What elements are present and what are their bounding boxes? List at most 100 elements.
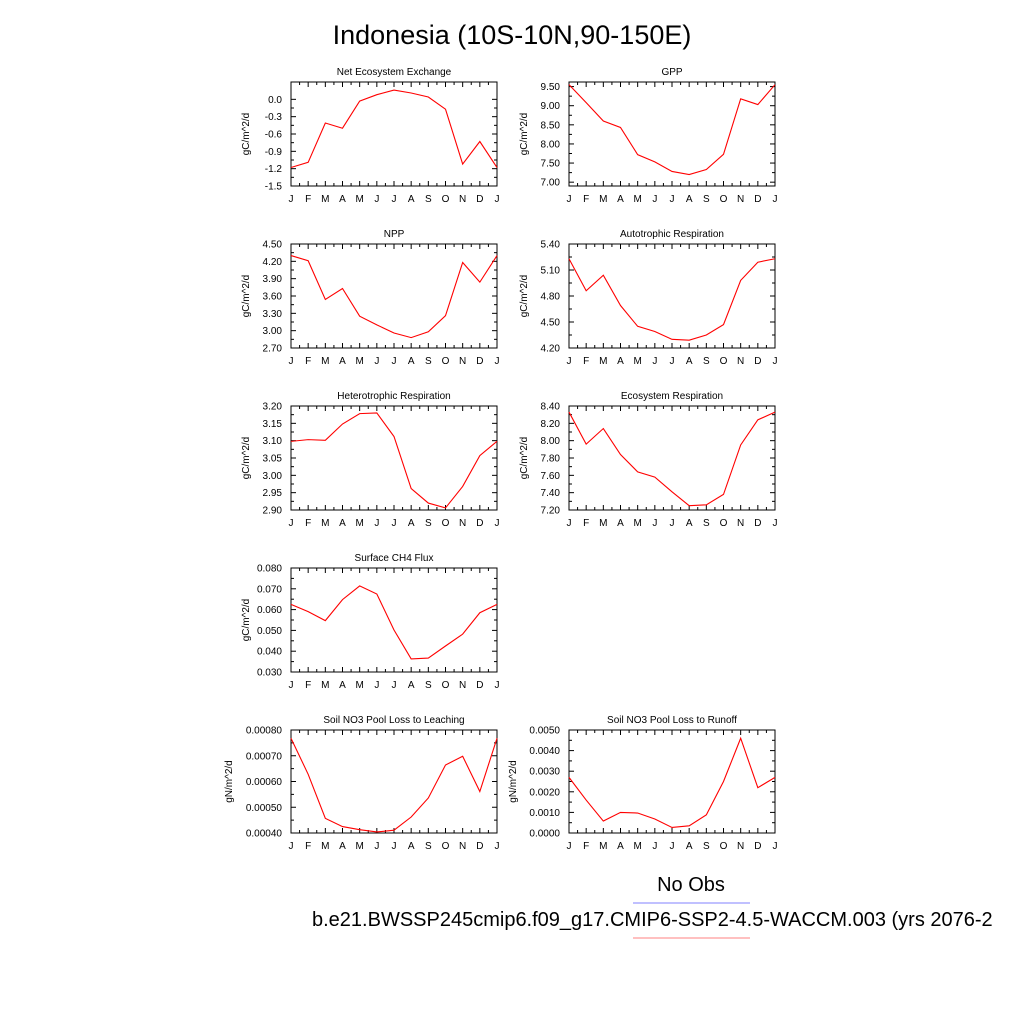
series-line-1: [290, 412, 498, 509]
y-tick-label: -0.9: [265, 147, 283, 158]
y-axis-label: gN/m^2/d: [224, 760, 235, 803]
x-tick-label: J: [670, 518, 675, 529]
y-tick-label: 8.50: [541, 120, 561, 131]
y-tick-label: 0.00080: [246, 726, 283, 737]
x-tick-label: N: [737, 194, 744, 205]
y-tick-label: 8.40: [541, 402, 561, 413]
plot-frame: [568, 81, 776, 187]
x-tick-label: A: [339, 194, 346, 205]
x-tick-label: J: [392, 518, 397, 529]
y-tick-label: 3.20: [263, 402, 283, 413]
y-axis-label: gC/m^2/d: [241, 599, 252, 642]
x-tick-label: N: [459, 841, 466, 852]
x-tick-label: M: [599, 841, 607, 852]
x-tick-label: S: [425, 680, 432, 691]
y-tick-label: 3.05: [263, 454, 283, 465]
panel-title: Soil NO3 Pool Loss to Leaching: [323, 715, 464, 726]
x-tick-label: A: [408, 194, 415, 205]
x-tick-label: J: [374, 518, 379, 529]
x-tick-label: M: [355, 518, 363, 529]
y-tick-label: 8.20: [541, 419, 561, 430]
x-tick-label: J: [392, 841, 397, 852]
y-tick-label: 0.040: [257, 647, 282, 658]
y-tick-label: 7.20: [541, 506, 561, 517]
y-tick-label: 0.080: [257, 564, 282, 575]
y-tick-label: -0.3: [265, 112, 283, 123]
y-tick-label: 7.50: [541, 159, 561, 170]
y-tick-label: 0.0030: [529, 767, 560, 778]
y-tick-label: 0.00060: [246, 777, 283, 788]
y-tick-label: 0.00040: [246, 829, 283, 840]
x-tick-label: O: [442, 680, 450, 691]
y-tick-label: 7.00: [541, 178, 561, 189]
x-tick-label: D: [476, 518, 483, 529]
y-tick-label: 9.50: [541, 82, 561, 93]
plot-frame: [290, 567, 498, 673]
y-axis-label: gC/m^2/d: [241, 437, 252, 480]
x-tick-label: A: [339, 841, 346, 852]
x-tick-label: S: [425, 356, 432, 367]
y-tick-label: 8.00: [541, 139, 561, 150]
y-tick-label: 7.60: [541, 471, 561, 482]
y-axis-label: gC/m^2/d: [519, 113, 530, 156]
x-tick-label: S: [425, 194, 432, 205]
y-tick-label: 7.80: [541, 454, 561, 465]
y-axis-label: gC/m^2/d: [241, 113, 252, 156]
x-tick-label: D: [754, 356, 761, 367]
x-tick-label: J: [670, 194, 675, 205]
x-tick-label: J: [652, 356, 657, 367]
x-tick-label: D: [754, 194, 761, 205]
y-axis-label: gC/m^2/d: [519, 437, 530, 480]
x-tick-label: J: [773, 518, 778, 529]
x-tick-label: M: [321, 194, 329, 205]
x-tick-label: J: [392, 680, 397, 691]
y-tick-label: 4.80: [541, 292, 561, 303]
x-tick-label: F: [583, 356, 589, 367]
y-tick-label: 0.0020: [529, 787, 560, 798]
y-tick-label: 3.15: [263, 419, 283, 430]
y-tick-label: 3.00: [263, 471, 283, 482]
x-tick-label: J: [495, 194, 500, 205]
x-tick-label: J: [289, 518, 294, 529]
series-line-1: [568, 411, 776, 507]
series-line-1: [290, 255, 498, 339]
y-tick-label: -1.5: [265, 182, 283, 193]
y-tick-label: 2.90: [263, 506, 283, 517]
x-tick-label: J: [374, 356, 379, 367]
y-tick-label: 2.95: [263, 488, 283, 499]
y-tick-label: 3.60: [263, 292, 283, 303]
x-tick-label: J: [670, 356, 675, 367]
x-tick-label: J: [374, 680, 379, 691]
x-tick-label: J: [567, 841, 572, 852]
x-tick-label: F: [305, 194, 311, 205]
x-tick-label: J: [289, 194, 294, 205]
x-tick-label: O: [720, 194, 728, 205]
x-tick-label: A: [686, 518, 693, 529]
x-tick-label: J: [289, 680, 294, 691]
x-tick-label: A: [617, 194, 624, 205]
plot-frame: [290, 81, 498, 187]
x-tick-label: O: [442, 356, 450, 367]
x-tick-label: A: [408, 518, 415, 529]
x-tick-label: J: [652, 194, 657, 205]
x-tick-label: A: [339, 518, 346, 529]
panel-title: Net Ecosystem Exchange: [337, 67, 452, 78]
x-tick-label: J: [652, 841, 657, 852]
y-tick-label: 4.20: [541, 344, 561, 355]
x-tick-label: A: [617, 356, 624, 367]
series-line-1: [568, 84, 776, 176]
y-tick-label: 0.0040: [529, 746, 560, 757]
y-axis-label: gC/m^2/d: [241, 275, 252, 318]
y-axis-label: gC/m^2/d: [519, 275, 530, 318]
x-tick-label: N: [737, 518, 744, 529]
x-tick-label: N: [459, 680, 466, 691]
x-tick-label: A: [339, 680, 346, 691]
x-tick-label: D: [476, 194, 483, 205]
